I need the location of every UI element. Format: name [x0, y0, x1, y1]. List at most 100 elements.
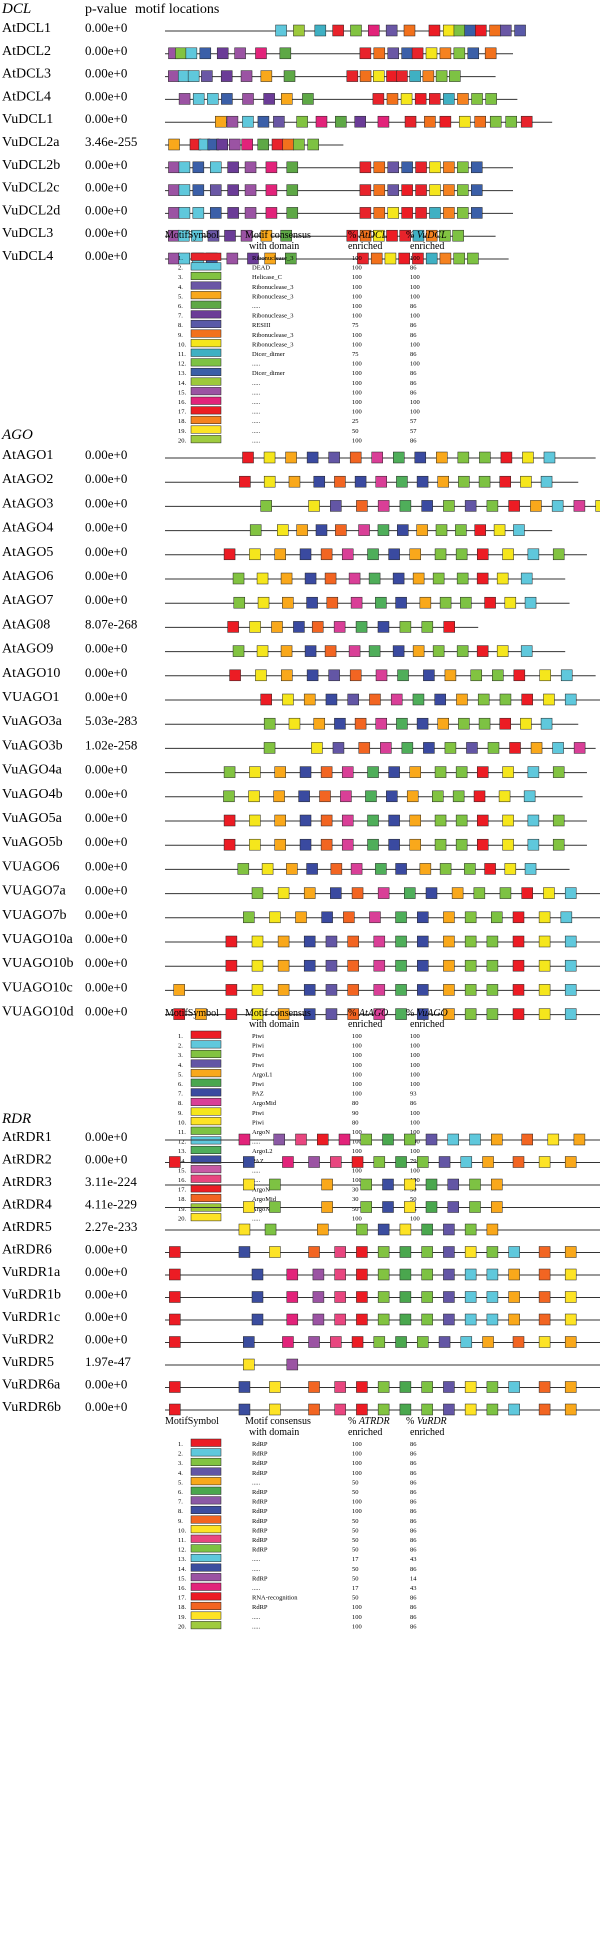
motif-box	[340, 790, 352, 803]
motif-box	[264, 252, 276, 265]
legend-pct-a: 50	[352, 1566, 359, 1573]
gene-pvalue: 0.00e+0	[85, 248, 127, 263]
motif-box	[421, 1313, 433, 1326]
gene-row: VuAGO3b 1.02e-258	[2, 737, 596, 754]
legend-pct-a: 100	[352, 274, 362, 281]
motif-box	[356, 1268, 368, 1281]
legend-row: 18. ArgoMid 30 50	[178, 1193, 417, 1203]
motif-box	[373, 1336, 386, 1348]
motif-box	[508, 1403, 520, 1416]
motif-box	[233, 596, 246, 609]
legend-pct-a: 100	[352, 1062, 362, 1069]
gene-pvalue: 0.00e+0	[85, 1377, 127, 1392]
motif-box	[388, 838, 400, 851]
motif-box	[249, 621, 261, 633]
motif-box	[286, 207, 299, 219]
legend-domain: ArgoN	[252, 1129, 270, 1136]
motif-box	[260, 229, 273, 242]
motif-box	[573, 742, 586, 754]
motif-box	[304, 645, 317, 657]
motif-box	[373, 229, 385, 242]
motif-box	[178, 207, 191, 219]
motif-box	[275, 24, 287, 37]
motif-box	[260, 500, 272, 512]
motif-box	[512, 1336, 525, 1348]
gene-name: VUAGO7a	[2, 884, 67, 899]
legend-col-a-sub: enriched	[348, 1427, 382, 1438]
motif-box	[169, 1336, 181, 1348]
motif-box	[251, 1268, 264, 1281]
motif-box	[263, 717, 276, 730]
motif-box	[475, 24, 487, 37]
legend-col-b-label: VuAGO	[417, 1008, 448, 1019]
legend-index: 17.	[178, 1187, 187, 1194]
gene-name: VuDCL2d	[2, 203, 60, 218]
gene-row: AtRDR6 0.00e+0	[2, 1242, 600, 1258]
legend-pct-a: 100	[352, 409, 362, 416]
legend-swatch	[190, 396, 222, 405]
legend-row: 15...... 100 86	[178, 387, 417, 396]
legend-col-symbol: MotifSymbol	[165, 1416, 219, 1427]
gene-name: VuAGO4a	[2, 763, 63, 778]
legend-swatch	[190, 1088, 222, 1097]
motif-box	[564, 1268, 577, 1281]
motif-box	[356, 1313, 368, 1326]
gene-row: VuRDR1a 0.00e+0	[2, 1264, 600, 1281]
motif-box	[261, 863, 274, 875]
gene-name: VUAGO7b	[2, 908, 67, 923]
motif-box	[239, 475, 251, 488]
gene-row: AtAGO4 0.00e+0	[2, 520, 553, 536]
motif-box	[437, 475, 449, 488]
motif-box	[478, 717, 491, 730]
motif-box	[295, 1133, 307, 1146]
motif-box	[395, 1008, 407, 1020]
legend-row: 10. Piwi 80 100	[178, 1117, 420, 1126]
motif-box	[425, 252, 438, 265]
gene-row: VuRDR1c 0.00e+0	[2, 1309, 600, 1326]
motif-box	[443, 984, 455, 996]
legend-domain: .....	[252, 1139, 261, 1146]
legend-swatch	[190, 1078, 222, 1087]
legend-pct-a: 50	[352, 1527, 359, 1534]
legend-swatch	[190, 1030, 222, 1039]
legend-domain: RdRP	[252, 1460, 268, 1467]
motif-box	[330, 1336, 342, 1348]
gene-pvalue: 0.00e+0	[85, 1242, 127, 1257]
motif-box	[491, 1133, 503, 1146]
gene-pvalue: 1.97e-47	[85, 1354, 131, 1369]
motif-box	[382, 1178, 394, 1191]
motif-box	[321, 911, 333, 924]
gene-row: VuDCL2d 0.00e+0	[2, 202, 513, 219]
motif-box	[469, 1133, 481, 1146]
legend-col-b-sub: enriched	[410, 1019, 444, 1030]
legend-row: 3. Helicase_C 100 100	[178, 271, 420, 281]
motif-box	[319, 790, 331, 803]
legend-row: 20...... 100 100	[178, 1213, 420, 1222]
motif-box	[369, 693, 381, 706]
legend-domain: .....	[252, 1623, 261, 1630]
legend-pct-b: 100	[410, 1043, 420, 1050]
motif-box	[486, 935, 499, 948]
motif-box	[421, 1246, 433, 1258]
motif-box	[299, 766, 312, 778]
motif-box	[415, 207, 427, 219]
legend-pct-b: 14	[410, 1575, 417, 1582]
legend-swatch	[190, 310, 222, 319]
legend-domain: ArgoMid	[252, 1196, 277, 1203]
legend-row: 19...... 100 86	[178, 1611, 417, 1621]
motif-box	[505, 115, 517, 128]
legend-domain: Ribonuclease_3	[252, 341, 294, 348]
motif-box	[293, 24, 305, 37]
motif-box	[395, 863, 407, 875]
legend-index: 15.	[178, 1575, 187, 1582]
gene-name: VuDCL1	[2, 112, 53, 127]
motif-box	[432, 790, 444, 803]
motif-box	[286, 1291, 299, 1303]
legend-swatch	[190, 1126, 222, 1135]
motif-box	[334, 475, 346, 488]
motif-box	[227, 184, 239, 196]
motif-box	[243, 1156, 255, 1168]
motif-box	[225, 935, 238, 948]
